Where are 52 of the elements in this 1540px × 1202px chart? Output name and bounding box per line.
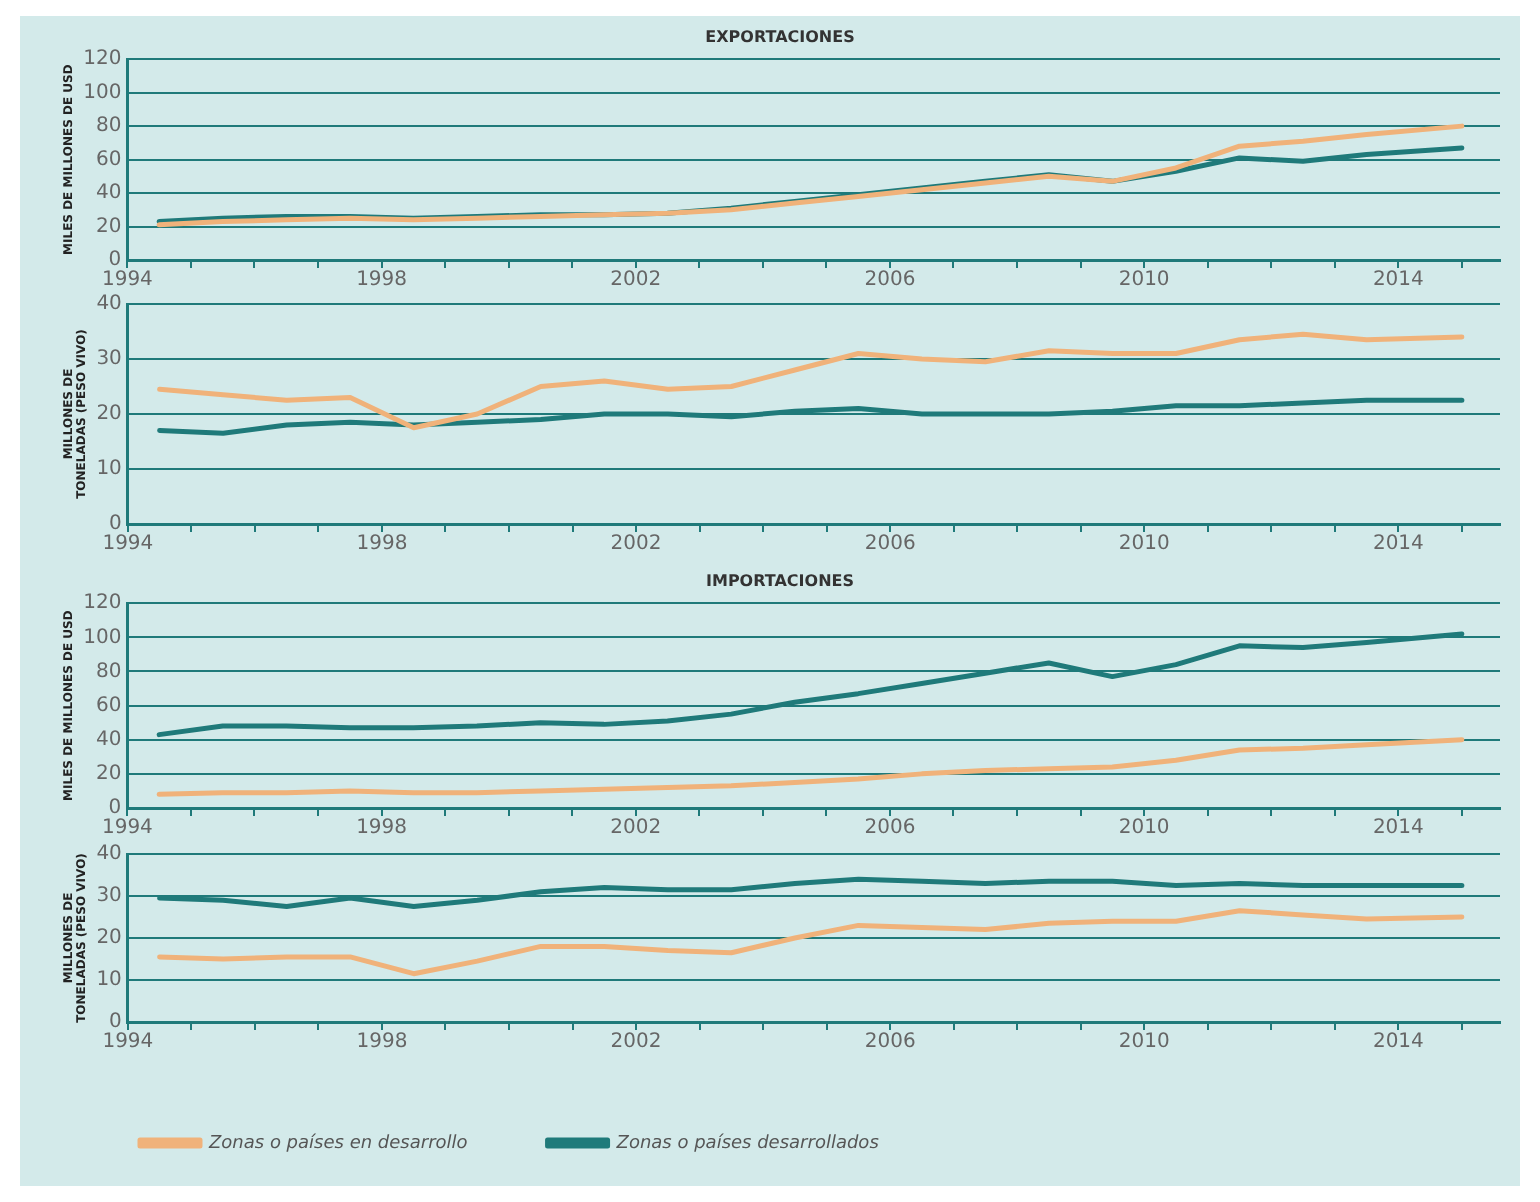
x-tick-label: 2002 [610, 1031, 662, 1054]
x-tick-label: 1994 [101, 269, 153, 292]
y-tick-label: 20 [95, 215, 122, 238]
x-tick-label: 2010 [1118, 269, 1170, 292]
y-tick-label: 120 [83, 592, 122, 615]
x-tick-label: 2002 [610, 533, 662, 556]
x-tick-label: 2014 [1372, 533, 1424, 556]
x-tick-label: 1998 [356, 817, 408, 840]
x-tick-label: 2006 [864, 269, 916, 292]
x-tick-label: 2002 [610, 817, 662, 840]
x-tick-label: 2010 [1118, 1031, 1170, 1054]
y-tick-label: 60 [95, 148, 122, 171]
x-tick-label: 1998 [356, 269, 408, 292]
y-tick-label: 40 [95, 728, 122, 751]
x-tick-label: 2006 [864, 817, 916, 840]
chart-title: IMPORTACIONES [706, 571, 855, 590]
x-tick-label: 2006 [864, 1031, 916, 1054]
y-tick-label: 10 [96, 969, 122, 992]
y-tick-label: 20 [96, 403, 122, 426]
x-tick-label: 2006 [864, 533, 916, 556]
y-tick-label: 100 [83, 626, 122, 649]
y-tick-label: 60 [95, 694, 122, 717]
y-tick-label: 0 [109, 513, 122, 536]
y-tick-label: 80 [95, 660, 122, 683]
x-tick-label: 2014 [1372, 269, 1424, 292]
y-tick-label: 0 [108, 797, 122, 820]
x-tick-label: 2010 [1118, 533, 1170, 556]
y-tick-label: 30 [96, 885, 122, 908]
y-tick-label: 10 [96, 458, 122, 481]
x-tick-label: 1998 [356, 1031, 408, 1054]
x-tick-label: 1994 [101, 817, 153, 840]
x-tick-label: 2014 [1372, 1031, 1424, 1054]
y-tick-label: 0 [109, 1011, 122, 1034]
y-tick-label: 0 [108, 249, 122, 272]
y-tick-label: 20 [95, 763, 122, 786]
x-tick-label: 2014 [1372, 817, 1424, 840]
legend-label: Zonas o países en desarrollo [207, 1131, 469, 1154]
x-tick-label: 1998 [356, 533, 408, 556]
y-tick-label: 20 [96, 927, 122, 950]
y-tick-label: 30 [96, 348, 122, 371]
x-tick-label: 1994 [102, 1031, 154, 1054]
legend-label: Zonas o países desarrollados [614, 1131, 880, 1154]
y-tick-label: 40 [96, 293, 122, 316]
y-tick-label: 120 [83, 48, 122, 71]
x-tick-label: 2010 [1118, 817, 1170, 840]
y-tick-label: 40 [95, 182, 122, 205]
y-tick-label: 100 [83, 81, 122, 104]
chart-title: EXPORTACIONES [705, 27, 856, 46]
y-tick-label: 40 [96, 843, 122, 866]
y-tick-label: 80 [95, 115, 122, 138]
x-tick-label: 1994 [102, 533, 154, 556]
x-tick-label: 2002 [610, 269, 662, 292]
